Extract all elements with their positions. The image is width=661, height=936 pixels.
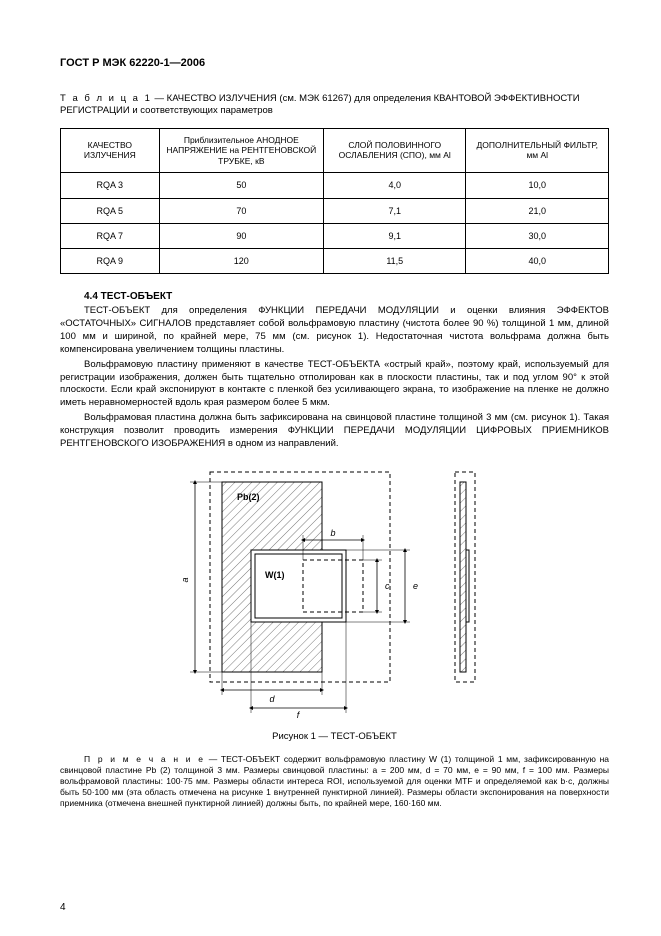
cell: 70 — [159, 198, 323, 223]
cell: 4,0 — [324, 173, 466, 198]
table-row: RQA 5 70 7,1 21,0 — [61, 198, 609, 223]
cell: 120 — [159, 248, 323, 273]
dim-d: d — [269, 694, 275, 704]
cell: 21,0 — [466, 198, 609, 223]
dim-b: b — [330, 528, 335, 538]
figure-caption: Рисунок 1 — ТЕСТ-ОБЪЕКТ — [60, 731, 609, 744]
radiation-quality-table: КАЧЕСТВО ИЗЛУЧЕНИЯ Приблизительное АНОДН… — [60, 128, 609, 274]
table-row: RQA 7 90 9,1 30,0 — [61, 223, 609, 248]
cell: 50 — [159, 173, 323, 198]
cell: 9,1 — [324, 223, 466, 248]
dim-c: c — [385, 581, 390, 591]
th-3: ДОПОЛНИТЕЛЬНЫЙ ФИЛЬТР, мм Al — [466, 128, 609, 173]
doc-standard-header: ГОСТ Р МЭК 62220-1—2006 — [60, 56, 609, 71]
dim-e: e — [413, 581, 418, 591]
document-page: ГОСТ Р МЭК 62220-1—2006 Т а б л и ц а 1 … — [0, 0, 661, 936]
label-w: W(1) — [265, 570, 285, 580]
test-object-diagram-icon: Pb(2) W(1) a b c e — [155, 460, 515, 720]
table-header-row: КАЧЕСТВО ИЗЛУЧЕНИЯ Приблизительное АНОДН… — [61, 128, 609, 173]
th-2: СЛОЙ ПОЛОВИННОГО ОСЛАБЛЕНИЯ (СПО), мм Al — [324, 128, 466, 173]
cell: 11,5 — [324, 248, 466, 273]
th-0: КАЧЕСТВО ИЗЛУЧЕНИЯ — [61, 128, 160, 173]
cell: 7,1 — [324, 198, 466, 223]
table-row: RQA 3 50 4,0 10,0 — [61, 173, 609, 198]
th-1: Приблизительное АНОДНОЕ НАПРЯЖЕНИЕ на РЕ… — [159, 128, 323, 173]
cell: RQA 5 — [61, 198, 160, 223]
dim-f: f — [296, 710, 300, 720]
table-caption: Т а б л и ц а 1 — КАЧЕСТВО ИЗЛУЧЕНИЯ (см… — [60, 93, 609, 118]
table-row: RQA 9 120 11,5 40,0 — [61, 248, 609, 273]
paragraph: Вольфрамовую пластину применяют в качест… — [60, 359, 609, 410]
paragraph: Вольфрамовая пластина должна быть зафикс… — [60, 412, 609, 450]
cell: RQA 9 — [61, 248, 160, 273]
note-prefix: П р и м е ч а н и е — [84, 754, 205, 764]
figure-1: Pb(2) W(1) a b c e — [60, 460, 609, 725]
cell: 90 — [159, 223, 323, 248]
paragraph: ТЕСТ-ОБЪЕКТ для определения ФУНКЦИИ ПЕРЕ… — [60, 305, 609, 356]
label-pb: Pb(2) — [237, 492, 260, 502]
cell: 30,0 — [466, 223, 609, 248]
cell: 10,0 — [466, 173, 609, 198]
cell: 40,0 — [466, 248, 609, 273]
page-number: 4 — [60, 901, 66, 915]
figure-note: П р и м е ч а н и е — ТЕСТ-ОБЪЕКТ содерж… — [60, 754, 609, 809]
table-caption-prefix: Т а б л и ц а 1 — [60, 93, 152, 104]
cell: RQA 7 — [61, 223, 160, 248]
section-title: 4.4 ТЕСТ-ОБЪЕКТ — [60, 290, 609, 304]
cell: RQA 3 — [61, 173, 160, 198]
dim-a: a — [180, 578, 190, 583]
